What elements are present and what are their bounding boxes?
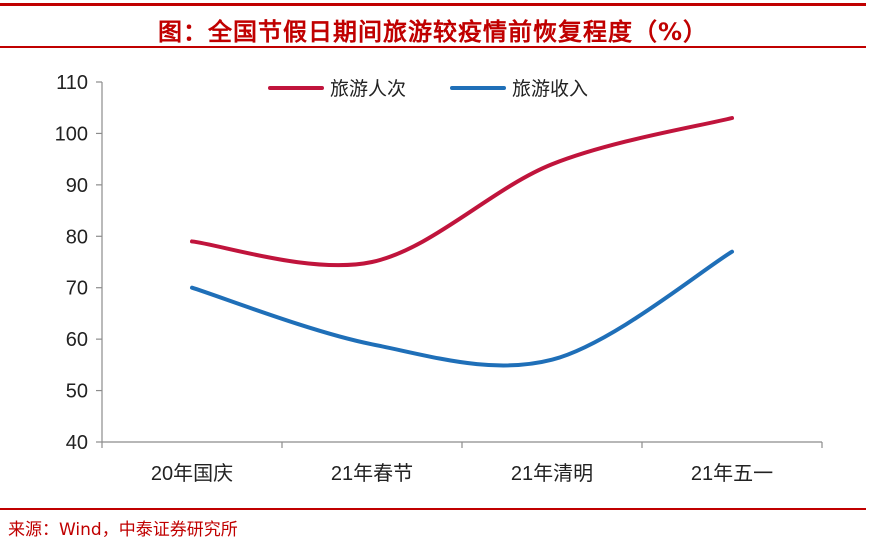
x-tick-label: 21年清明	[511, 462, 593, 485]
legend-label-1: 旅游人次	[330, 78, 406, 100]
y-tick-label: 70	[66, 278, 88, 300]
series-line-2	[190, 249, 734, 368]
legend-label-2: 旅游收入	[512, 78, 588, 100]
x-tick-label: 21年五一	[691, 462, 773, 485]
x-tick-label: 20年国庆	[151, 462, 233, 485]
y-tick-label: 50	[66, 381, 88, 403]
title-top-rule	[0, 3, 866, 6]
title-bar: 图：全国节假日期间旅游较疫情前恢复程度（%）	[0, 0, 872, 48]
source-note: 来源：Wind，中泰证券研究所	[8, 520, 238, 540]
source-rule	[0, 508, 866, 510]
y-tick-label: 80	[66, 226, 88, 248]
y-tick-label: 60	[66, 329, 88, 351]
y-tick-label: 100	[55, 123, 88, 145]
chart-title: 图：全国节假日期间旅游较疫情前恢复程度（%）	[157, 18, 709, 46]
title-bottom-rule	[0, 46, 866, 48]
y-tick-label: 90	[66, 175, 88, 197]
x-tick-label: 21年春节	[331, 462, 413, 485]
line-chart: 40 50 60 70 80 90 100 110 20年国庆 21年春节 21年清明 21年五一 旅游…	[55, 72, 823, 485]
y-tick-label: 40	[66, 432, 88, 454]
series-line-1	[190, 116, 734, 268]
y-tick-label: 110	[56, 72, 88, 94]
